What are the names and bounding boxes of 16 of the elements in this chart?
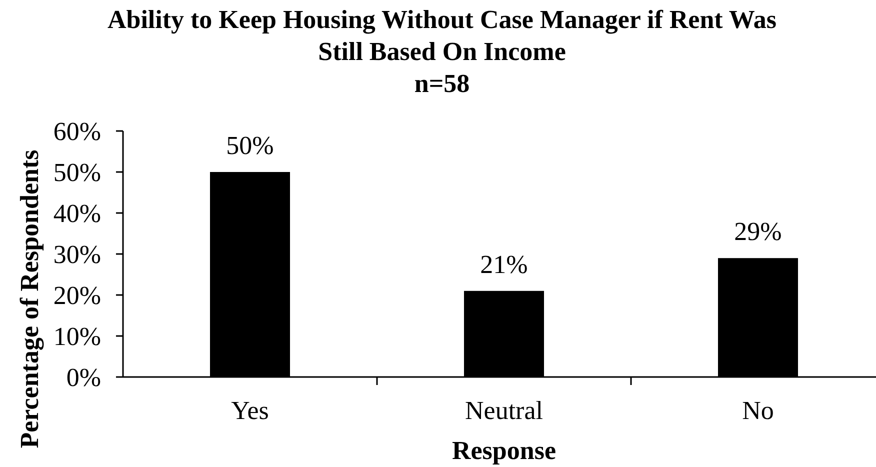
y-tick-label: 50% — [53, 158, 101, 188]
y-tick-label: 60% — [53, 117, 101, 146]
y-axis-title: Percentage of Respondents — [15, 150, 44, 448]
data-label: 29% — [734, 217, 782, 246]
x-tick-label: No — [742, 396, 774, 425]
x-tick-label: Neutral — [465, 396, 543, 425]
data-label: 50% — [226, 131, 274, 160]
data-label: 21% — [480, 250, 528, 279]
x-tick-label: Yes — [231, 396, 269, 425]
y-tick-label: 40% — [53, 199, 101, 228]
y-tick-label: 0% — [66, 363, 101, 392]
y-tick-label: 20% — [53, 281, 101, 310]
x-axis-title: Response — [452, 436, 556, 465]
y-tick-label: 30% — [53, 240, 101, 270]
chart-subtitle: n=58 — [414, 69, 470, 98]
y-tick-label: 10% — [53, 322, 101, 352]
